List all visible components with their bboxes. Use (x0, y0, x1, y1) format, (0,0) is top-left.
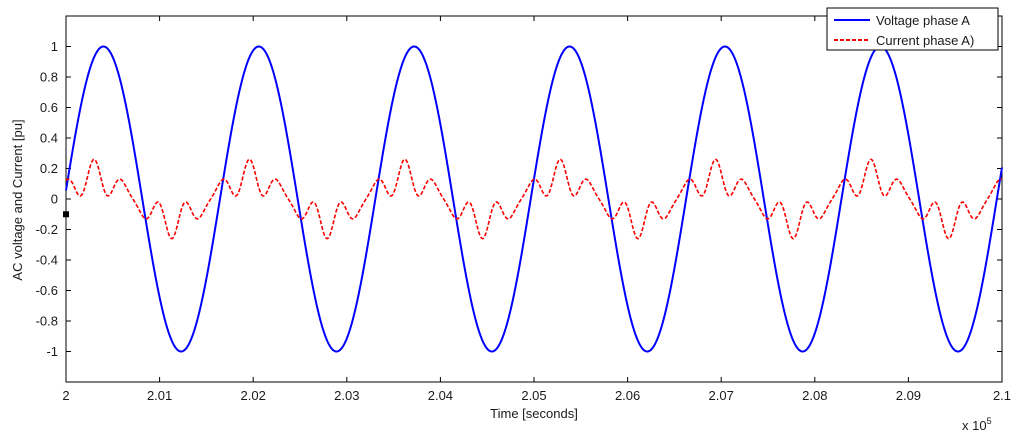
legend: Voltage phase A Current phase A) (826, 7, 999, 51)
y-tick-label: -0.4 (36, 253, 58, 268)
legend-box (826, 7, 999, 51)
series-layer (63, 45, 1003, 353)
x-tick-label: 2.1 (993, 388, 1011, 403)
x-tick-label: 2 (62, 388, 69, 403)
legend-label-current: Current phase A) (876, 33, 974, 48)
x-axis-title: Time [seconds] (490, 406, 578, 421)
y-tick-label: 0.2 (40, 161, 58, 176)
x-tick-label: 2.06 (615, 388, 640, 403)
plot-area (65, 15, 1003, 383)
x-tick-label: 2.05 (521, 388, 546, 403)
x-tick-label: 2.02 (241, 388, 266, 403)
legend-label-voltage: Voltage phase A (876, 13, 970, 28)
x-tick-label: 2.09 (896, 388, 921, 403)
y-tick-label: 0.6 (40, 100, 58, 115)
y-tick-label: 0.4 (40, 131, 58, 146)
x-tick-label: 2.03 (334, 388, 359, 403)
x-multiplier-exponent: 5 (987, 416, 992, 426)
y-axis-title: AC voltage and Current [pu] (10, 119, 25, 280)
x-axis-ticks: 2 2.01 2.02 2.03 2.04 2.05 2.06 2.07 2.08 2.09 2.1 (62, 16, 1011, 403)
origin-marker (63, 211, 69, 218)
y-tick-label: 1 (51, 39, 58, 54)
x-tick-label: 2.01 (147, 388, 172, 403)
y-tick-label: -0.8 (36, 314, 58, 329)
y-tick-label: -0.2 (36, 222, 58, 237)
x-tick-label: 2.07 (709, 388, 734, 403)
y-tick-label: -1 (46, 344, 58, 359)
x-tick-label: 2.04 (428, 388, 453, 403)
x-multiplier-base: x 10 (962, 418, 987, 433)
y-tick-label: -0.6 (36, 283, 58, 298)
y-axis-ticks: -1 -0.8 -0.6 -0.4 -0.2 0 0.2 0.4 0.6 0.8 1 (36, 39, 1002, 359)
x-axis-multiplier: x 105 (962, 416, 992, 433)
y-tick-label: 0.8 (40, 70, 58, 85)
series-line-current-phase-a (65, 158, 1003, 240)
x-tick-label: 2.08 (802, 388, 827, 403)
y-tick-label: 0 (51, 192, 58, 207)
